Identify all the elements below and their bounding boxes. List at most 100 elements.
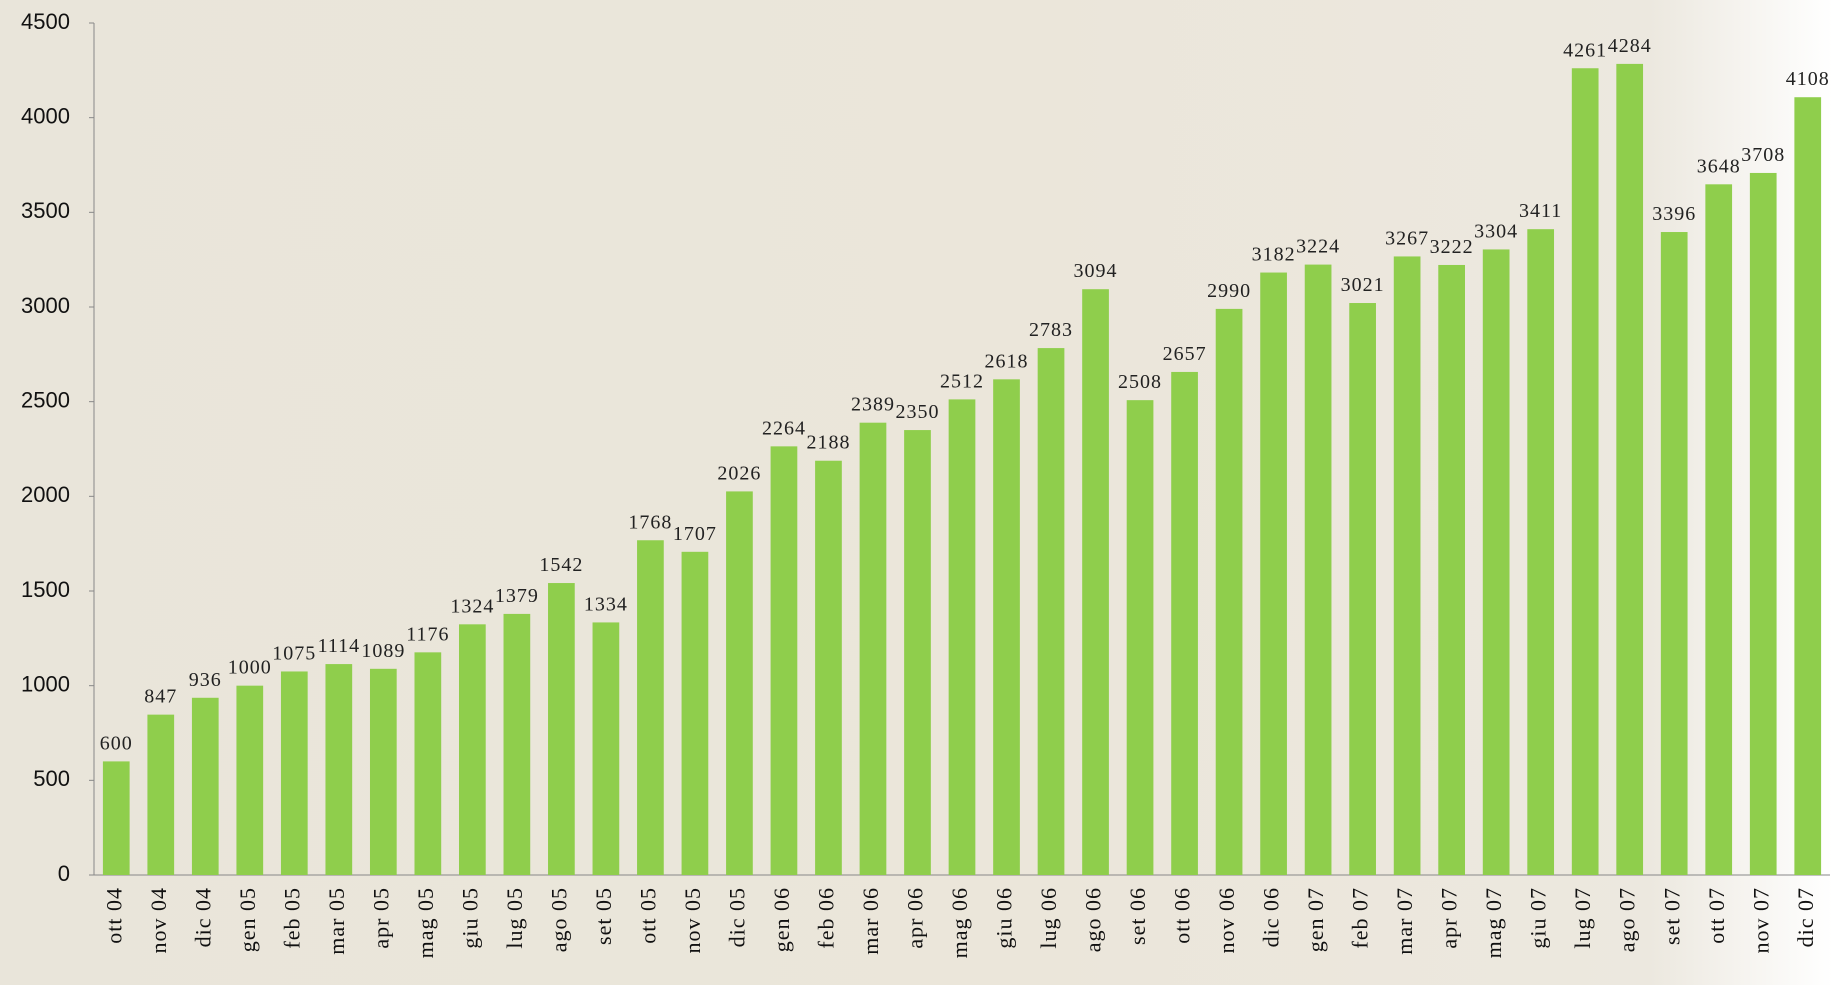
bar (103, 761, 130, 875)
bar (1082, 289, 1109, 875)
data-label: 1089 (361, 640, 405, 662)
data-label: 2618 (985, 350, 1029, 372)
bar (1527, 229, 1554, 875)
x-tick-label: ago 07 (1615, 887, 1640, 952)
data-label: 3182 (1252, 244, 1296, 266)
y-tick-label: 500 (33, 766, 70, 791)
x-tick-label: mar 06 (858, 887, 883, 955)
x-tick-label: lug 05 (502, 887, 527, 949)
data-label: 3396 (1652, 203, 1696, 225)
x-tick-label: ott 05 (635, 887, 660, 944)
data-label: 3222 (1430, 236, 1474, 258)
x-tick-label: giu 07 (1526, 887, 1551, 949)
x-tick-label: mar 07 (1392, 887, 1417, 955)
data-label: 3224 (1296, 236, 1340, 258)
bar (1438, 265, 1465, 875)
data-label: 3708 (1741, 144, 1785, 166)
bar (860, 423, 887, 875)
x-tick-label: mag 07 (1481, 887, 1506, 958)
bar (1349, 303, 1376, 875)
data-label: 2657 (1163, 343, 1207, 365)
bar (504, 614, 531, 875)
x-tick-label: ott 07 (1704, 887, 1729, 944)
bar (1483, 249, 1510, 875)
bar (949, 399, 976, 875)
x-tick-label: feb 05 (279, 887, 304, 949)
page: 050010001500200025003000350040004500600o… (0, 0, 1833, 985)
data-label: 1334 (584, 593, 628, 615)
data-label: 3411 (1519, 200, 1562, 222)
x-tick-label: feb 06 (814, 887, 839, 949)
data-label: 2350 (895, 401, 939, 423)
bar (147, 715, 174, 875)
bar (236, 686, 263, 875)
bar (1127, 400, 1154, 875)
x-tick-label: gen 07 (1303, 887, 1328, 952)
bar (1216, 309, 1243, 875)
bar (1616, 64, 1643, 875)
data-label: 2512 (940, 370, 984, 392)
bar (325, 664, 352, 875)
x-tick-label: apr 05 (368, 887, 393, 949)
bar (459, 624, 486, 875)
bar (1705, 184, 1732, 875)
data-label: 2026 (717, 462, 761, 484)
bar (1171, 372, 1198, 875)
data-label: 4261 (1563, 39, 1607, 61)
x-tick-label: ago 05 (546, 887, 571, 952)
data-label: 3648 (1697, 155, 1741, 177)
data-label: 4108 (1786, 68, 1830, 90)
x-tick-label: mag 05 (413, 887, 438, 958)
bar (1394, 256, 1421, 875)
x-tick-label: apr 07 (1437, 887, 1462, 949)
bar (192, 698, 219, 875)
data-label: 2783 (1029, 319, 1073, 341)
data-label: 1768 (628, 511, 672, 533)
x-tick-label: giu 06 (992, 887, 1017, 949)
x-tick-label: nov 07 (1748, 887, 1773, 954)
y-tick-label: 2500 (21, 387, 70, 412)
y-tick-label: 1000 (21, 671, 70, 696)
x-tick-label: mag 06 (947, 887, 972, 958)
x-tick-label: lug 06 (1036, 887, 1061, 949)
data-label: 4284 (1608, 35, 1652, 57)
data-label: 3304 (1474, 220, 1518, 242)
y-tick-label: 4000 (21, 103, 70, 128)
data-label: 3267 (1385, 227, 1429, 249)
data-label: 1379 (495, 585, 539, 607)
bar (1260, 273, 1287, 875)
bar (726, 491, 753, 875)
chart: 050010001500200025003000350040004500600o… (0, 0, 1833, 985)
bar (904, 430, 931, 875)
data-label: 1324 (450, 595, 494, 617)
x-tick-label: dic 07 (1793, 887, 1818, 947)
data-label: 1176 (406, 623, 449, 645)
bar (281, 671, 308, 875)
bar (815, 461, 842, 875)
x-tick-label: gen 06 (769, 887, 794, 952)
data-label: 2990 (1207, 280, 1251, 302)
x-tick-label: mar 05 (324, 887, 349, 955)
bar (1305, 265, 1332, 875)
data-label: 1000 (228, 657, 272, 679)
x-tick-label: gen 05 (235, 887, 260, 952)
x-tick-label: set 07 (1659, 887, 1684, 945)
x-tick-label: nov 05 (680, 887, 705, 954)
x-tick-label: giu 05 (457, 887, 482, 949)
x-tick-label: set 05 (591, 887, 616, 945)
bar (993, 379, 1020, 875)
y-tick-label: 0 (58, 861, 70, 886)
y-tick-label: 3000 (21, 293, 70, 318)
x-tick-label: lug 07 (1570, 887, 1595, 949)
data-label: 2389 (851, 394, 895, 416)
data-label: 3021 (1341, 274, 1385, 296)
x-tick-label: dic 04 (190, 887, 215, 947)
data-label: 1542 (539, 554, 583, 576)
data-label: 1707 (673, 523, 717, 545)
data-label: 1075 (272, 642, 316, 664)
bar (1750, 173, 1777, 875)
x-tick-label: set 06 (1125, 887, 1150, 945)
x-tick-label: feb 07 (1348, 887, 1373, 949)
x-tick-label: dic 06 (1259, 887, 1284, 947)
y-tick-label: 2000 (21, 482, 70, 507)
